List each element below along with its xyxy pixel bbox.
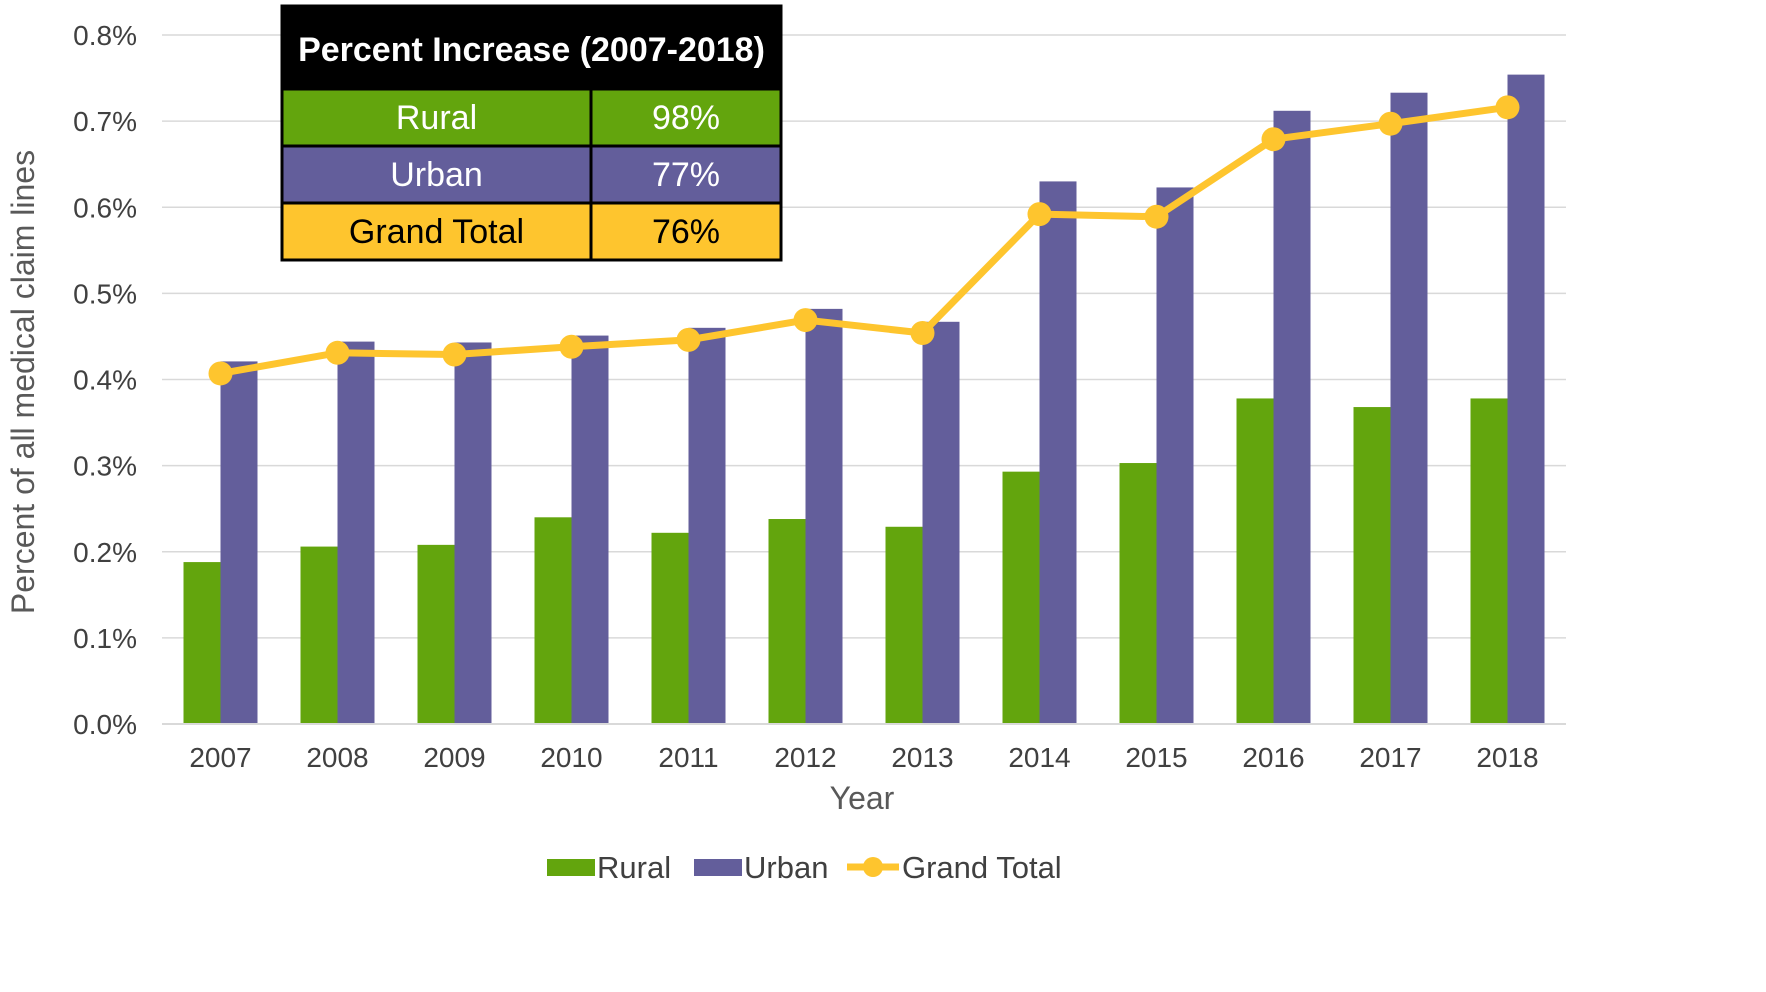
bar-rural <box>768 519 806 724</box>
y-tick-label: 0.6% <box>73 192 137 223</box>
legend: Rural Urban Grand Total <box>547 850 1062 885</box>
grand-total-point <box>325 340 350 365</box>
y-tick-label: 0.2% <box>73 537 137 568</box>
grand-total-point <box>793 308 818 333</box>
percent-increase-table: Percent Increase (2007-2018) Rural 98% Urba… <box>280 4 783 262</box>
bar-urban <box>571 335 609 724</box>
x-axis-ticks: 2007 2008 2009 2010 2011 2012 2013 2014 2015 2016… <box>189 742 1538 773</box>
table-value-grand-total: 76% <box>652 213 720 251</box>
legend-label-rural: Rural <box>597 850 671 885</box>
table-row-rural <box>282 89 781 146</box>
bar-urban <box>1390 92 1428 725</box>
x-tick-label: 2013 <box>891 742 953 773</box>
bar-urban <box>922 321 960 724</box>
bar-rural <box>300 546 338 724</box>
table-border <box>280 4 783 262</box>
x-tick-label: 2010 <box>540 742 602 773</box>
bar-urban <box>337 341 375 724</box>
grand-total-point <box>442 342 467 367</box>
grand-total-point <box>559 334 584 359</box>
bar-rural <box>1119 463 1157 724</box>
grand-total-point <box>1144 204 1169 229</box>
y-axis-title: Percent of all medical claim lines <box>5 150 41 614</box>
grand-total-point <box>1378 111 1403 136</box>
bar-rural <box>183 562 221 724</box>
table-row-urban <box>282 146 781 203</box>
x-tick-label: 2014 <box>1008 742 1070 773</box>
grand-total-point <box>910 320 935 345</box>
bar-rural <box>1002 471 1040 724</box>
x-tick-label: 2017 <box>1359 742 1421 773</box>
bar-urban <box>454 342 492 724</box>
bar-rural <box>534 517 572 724</box>
bar-urban <box>1507 74 1545 725</box>
bar-urban <box>1039 181 1077 725</box>
y-tick-label: 0.1% <box>73 623 137 654</box>
legend-swatch-urban <box>694 859 742 876</box>
x-tick-label: 2018 <box>1476 742 1538 773</box>
grand-total-point <box>1027 202 1052 227</box>
table-value-rural: 98% <box>652 99 720 137</box>
table-label-grand-total: Grand Total <box>349 213 524 251</box>
table-label-urban: Urban <box>390 156 483 194</box>
x-tick-label: 2012 <box>774 742 836 773</box>
y-tick-label: 0.7% <box>73 106 137 137</box>
x-tick-label: 2008 <box>306 742 368 773</box>
table-value-urban: 77% <box>652 156 720 194</box>
x-axis-title: Year <box>830 780 895 816</box>
y-tick-label: 0.4% <box>73 365 137 396</box>
table-label-rural: Rural <box>396 99 477 137</box>
table-header <box>282 6 781 89</box>
bar-rural <box>885 526 923 724</box>
y-tick-label: 0.0% <box>73 709 137 740</box>
table-row-grand-total <box>282 203 781 260</box>
grand-total-line-series <box>208 95 1520 386</box>
bar-rural <box>1236 398 1274 724</box>
bar-urban <box>688 327 726 724</box>
legend-label-grand-total: Grand Total <box>902 850 1062 885</box>
y-tick-label: 0.3% <box>73 451 137 482</box>
grand-total-point <box>1495 95 1520 120</box>
grand-total-line <box>219 103 1508 377</box>
bar-rural <box>1353 407 1391 724</box>
bar-urban <box>1156 187 1194 724</box>
grand-total-point <box>676 327 701 352</box>
bar-urban <box>1273 110 1311 725</box>
bar-rural <box>651 532 689 724</box>
grand-total-point <box>1261 127 1286 152</box>
y-axis-ticks: 0.0% 0.1% 0.2% 0.3% 0.4% 0.5% 0.6% 0.7% 0.8% <box>73 20 137 740</box>
legend-label-urban: Urban <box>744 850 828 885</box>
x-tick-label: 2011 <box>658 742 718 773</box>
bar-series <box>183 74 1545 725</box>
bar-rural <box>417 544 455 724</box>
x-tick-label: 2007 <box>189 742 251 773</box>
grand-total-point <box>208 361 233 386</box>
legend-swatch-rural <box>547 859 595 876</box>
bar-rural <box>1470 398 1508 724</box>
table-title: Percent Increase (2007-2018) <box>298 31 765 69</box>
y-tick-label: 0.5% <box>73 278 137 309</box>
y-tick-label: 0.8% <box>73 20 137 51</box>
x-tick-label: 2016 <box>1242 742 1304 773</box>
x-tick-label: 2015 <box>1125 742 1187 773</box>
bar-urban <box>220 361 258 724</box>
legend-marker-grand-total <box>863 857 883 877</box>
bar-urban <box>805 308 843 724</box>
x-tick-label: 2009 <box>423 742 485 773</box>
